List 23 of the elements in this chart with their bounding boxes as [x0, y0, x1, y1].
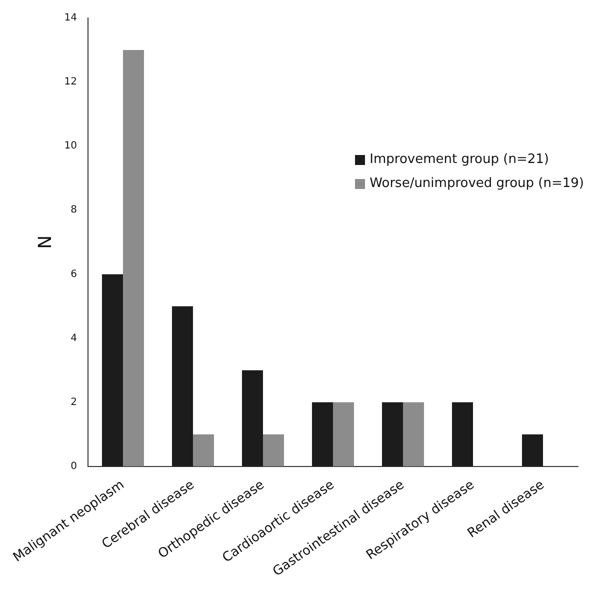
y-tick-label: 2	[70, 396, 77, 408]
bar	[402, 402, 424, 466]
y-tick-label: 0	[70, 460, 77, 472]
y-axis-title: N	[35, 235, 56, 249]
bar	[382, 402, 403, 466]
bar	[102, 274, 123, 466]
y-tick-label: 4	[70, 332, 77, 344]
bar	[452, 402, 473, 466]
bar	[242, 370, 263, 466]
y-tick-label: 14	[64, 12, 77, 24]
bar	[172, 306, 193, 466]
y-tick-label: 6	[70, 268, 77, 280]
y-tick-label: 10	[64, 140, 77, 152]
bar	[312, 402, 333, 466]
y-tick-label: 8	[70, 204, 77, 216]
bar	[522, 434, 543, 466]
bar	[192, 434, 214, 466]
bar	[122, 50, 144, 466]
legend-label: Improvement group (n=21)	[370, 151, 549, 169]
bar	[332, 402, 354, 466]
legend-label: Worse/unimproved group (n=19)	[370, 175, 584, 193]
y-tick-label: 12	[64, 76, 77, 88]
bar	[262, 434, 284, 466]
